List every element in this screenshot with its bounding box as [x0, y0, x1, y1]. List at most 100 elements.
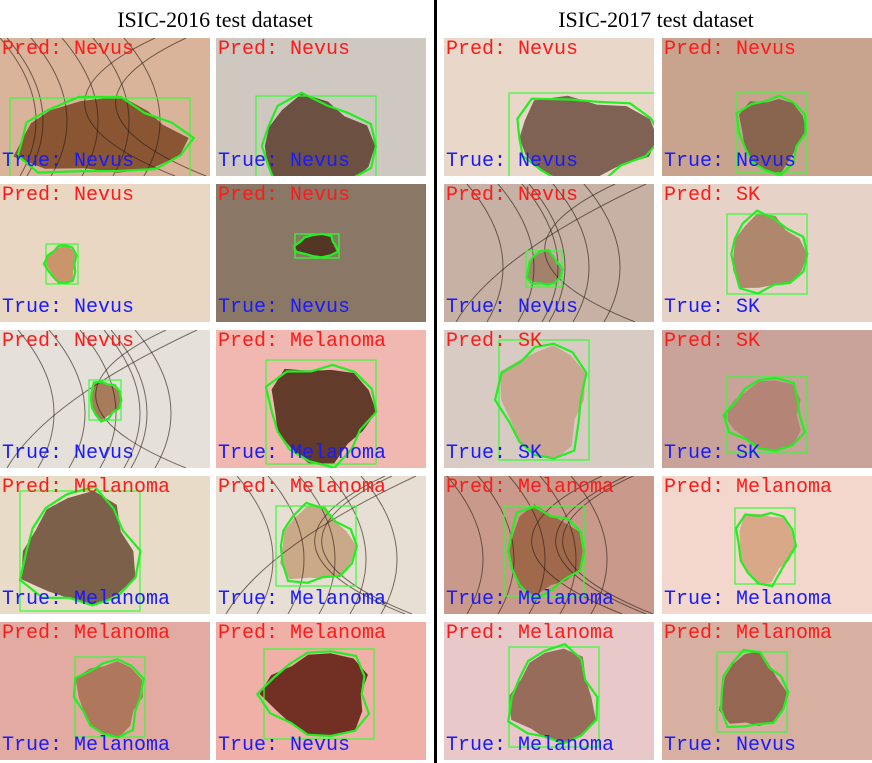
true-label: True: Melanoma [446, 588, 615, 611]
hair-strand [544, 184, 636, 322]
pred-label: Pred: Nevus [446, 184, 579, 207]
true-label: True: Nevus [218, 150, 351, 173]
dermoscopy-tile: Pred: Nevus True: Nevus [216, 184, 426, 322]
hair-strand [30, 38, 68, 176]
true-label: True: Nevus [218, 734, 351, 757]
dermoscopy-image [444, 330, 654, 468]
dermoscopy-image [662, 622, 872, 760]
pred-label: Pred: SK [664, 330, 761, 353]
true-label: True: Nevus [446, 296, 579, 319]
segmentation-contour [255, 650, 371, 738]
true-label: True: SK [664, 442, 761, 465]
lesion [719, 650, 787, 726]
lesion [733, 213, 808, 288]
dermoscopy-image [0, 476, 210, 614]
segmentation-contour [722, 376, 807, 452]
true-label: True: Nevus [2, 442, 135, 465]
segmentation-contour [516, 97, 654, 176]
right-panel-title: ISIC-2017 test dataset [558, 7, 754, 32]
true-label: True: Melanoma [2, 734, 171, 757]
segmentation-contour [18, 485, 142, 607]
segmentation-contour [735, 94, 807, 176]
segmentation-contour [493, 342, 588, 460]
segmentation-contour [16, 95, 196, 174]
hair-strand [123, 38, 161, 176]
hair-strand [48, 330, 86, 468]
hair-strand [521, 184, 559, 322]
dermoscopy-tile: Pred: Nevus True: Nevus [444, 184, 654, 322]
segmentation-contour [89, 380, 123, 423]
segmentation-contour [719, 648, 790, 729]
hair-strand [321, 476, 413, 614]
hair-strand [92, 38, 130, 176]
lesion [280, 505, 357, 580]
dermoscopy-image [0, 38, 210, 176]
lesion [75, 661, 143, 739]
hair-strand [236, 476, 274, 614]
dermoscopy-image [444, 184, 654, 322]
dermoscopy-tile: Pred: Nevus True: Nevus [0, 38, 210, 176]
pred-label: Pred: Melanoma [2, 476, 171, 499]
lesion [508, 648, 596, 743]
segmentation-contour [507, 642, 599, 745]
dermoscopy-image [444, 38, 654, 176]
hair-strand [298, 476, 336, 614]
hair-strand [95, 330, 187, 468]
skin-background [0, 184, 210, 322]
hair-strand [61, 38, 99, 176]
dermoscopy-image [0, 184, 210, 322]
dermoscopy-image [662, 330, 872, 468]
hair-strand [115, 38, 207, 176]
segmentation-contour [730, 209, 809, 295]
lesion [723, 380, 801, 450]
hair-strand [497, 184, 535, 322]
pred-label: Pred: Nevus [664, 38, 797, 61]
true-label: True: Nevus [664, 734, 797, 757]
lesion [271, 368, 377, 465]
dermoscopy-tile: Pred: Melanoma True: Melanoma [662, 476, 872, 614]
lesion [509, 504, 583, 596]
pred-label: Pred: Melanoma [2, 622, 171, 645]
lesion [739, 513, 796, 585]
lesion [45, 245, 77, 284]
hair-strand [539, 476, 577, 614]
hair-strand [79, 330, 117, 468]
dermoscopy-tile: Pred: SK True: SK [662, 330, 872, 468]
pred-label: Pred: Melanoma [446, 476, 615, 499]
lesion [739, 99, 807, 175]
dermoscopy-image [216, 476, 426, 614]
hair-strand [562, 476, 654, 614]
true-label: True: Melanoma [446, 734, 615, 757]
lesion [21, 490, 136, 606]
true-label: True: SK [446, 442, 543, 465]
hair-strand [103, 330, 141, 468]
pred-label: Pred: Melanoma [218, 476, 387, 499]
dermoscopy-image [662, 38, 872, 176]
pred-label: Pred: Melanoma [218, 330, 387, 353]
segmentation-contour [293, 232, 340, 259]
hair-strand [134, 330, 172, 468]
dermoscopy-image [662, 184, 872, 322]
hair-strand [555, 476, 647, 614]
segmentation-contour [507, 505, 586, 602]
panel-divider [434, 0, 437, 763]
hair-strand [84, 38, 176, 176]
true-label: True: Nevus [218, 296, 351, 319]
lesion [526, 250, 561, 286]
segmentation-contour [525, 248, 564, 286]
hair-strand [329, 476, 367, 614]
bounding-box [508, 92, 654, 176]
true-label: True: Melanoma [664, 588, 833, 611]
hair-strand [6, 330, 198, 468]
true-label: True: Melanoma [2, 588, 171, 611]
dermoscopy-image [444, 476, 654, 614]
left-panel-title: ISIC-2016 test dataset [117, 7, 313, 32]
dermoscopy-tile: Pred: SK True: SK [444, 330, 654, 468]
hair-strand [583, 184, 621, 322]
dermoscopy-image [216, 330, 426, 468]
hair-strand [528, 184, 566, 322]
segmentation-contour [734, 511, 798, 588]
segmentation-contour [264, 363, 378, 468]
lesion [500, 345, 586, 461]
dermoscopy-image [216, 184, 426, 322]
